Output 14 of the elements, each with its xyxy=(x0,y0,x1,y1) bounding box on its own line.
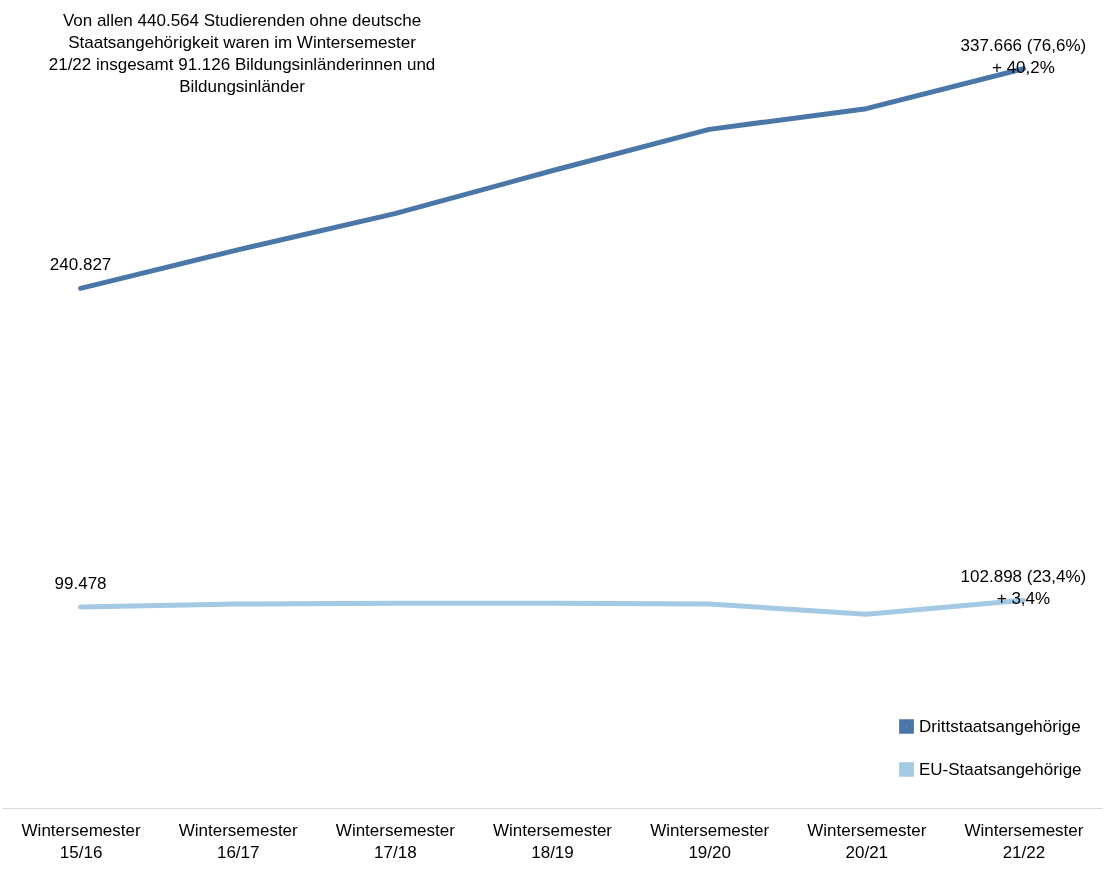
x-tick-label: Wintersemester 16/17 xyxy=(178,820,299,862)
annotation: Von allen 440.564 Studierenden ohne deutsche Staatsangehörigkeit waren im Wintersemester 21/22 insgesamt 91.126 Bildungsinländerinnen und Bildungsinländer xyxy=(48,11,436,96)
x-tick-label: Wintersemester 18/19 xyxy=(492,820,613,862)
legend-label: Drittstaatsangehörige xyxy=(919,716,1081,736)
legend-label: EU-Staatsangehörige xyxy=(919,759,1082,779)
annotation: 99.478 xyxy=(54,573,107,593)
x-tick-label: Wintersemester 21/22 xyxy=(964,820,1084,862)
x-tick-label: Wintersemester 15/16 xyxy=(21,820,141,862)
annotation: 240.827 xyxy=(49,255,112,275)
x-tick-label: Wintersemester 17/18 xyxy=(335,820,456,862)
annotation: 102.898 (23,4%) + 3,4% xyxy=(960,567,1087,609)
annotation: 337.666 (76,6%) + 40,2% xyxy=(960,35,1087,77)
x-tick-label: Wintersemester 19/20 xyxy=(650,820,770,862)
x-tick-label: Wintersemester 20/21 xyxy=(807,820,927,862)
